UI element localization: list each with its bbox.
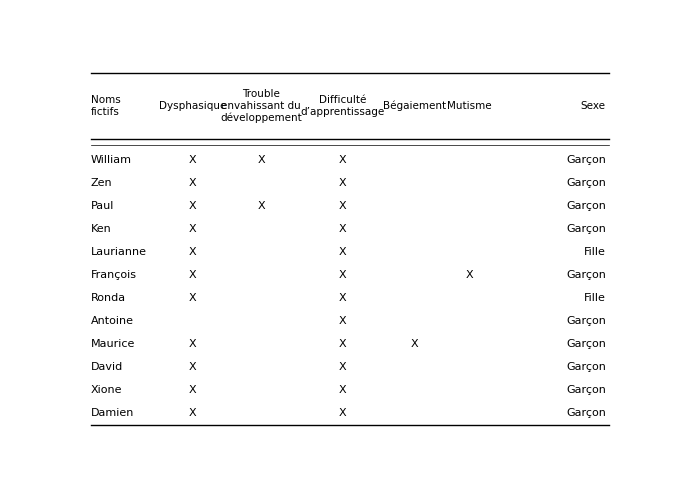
Text: X: X [257,201,265,211]
Text: X: X [339,270,346,281]
Text: Xione: Xione [91,386,122,395]
Text: X: X [339,224,346,234]
Text: Dysphasique: Dysphasique [159,101,226,111]
Text: Garçon: Garçon [566,201,606,211]
Text: Sexe: Sexe [581,101,606,111]
Text: X: X [188,386,196,395]
Text: Garçon: Garçon [566,339,606,349]
Text: X: X [257,155,265,165]
Text: X: X [339,408,346,418]
Text: X: X [188,224,196,234]
Text: X: X [188,294,196,303]
Text: François: François [91,270,136,281]
Text: X: X [339,247,346,257]
Text: Garçon: Garçon [566,386,606,395]
Text: Garçon: Garçon [566,270,606,281]
Text: Difficulté
d’apprentissage: Difficulté d’apprentissage [301,95,385,117]
Text: X: X [339,178,346,188]
Text: Trouble
envahissant du
développement: Trouble envahissant du développement [220,89,302,123]
Text: Garçon: Garçon [566,155,606,165]
Text: X: X [188,247,196,257]
Text: X: X [339,294,346,303]
Text: X: X [339,362,346,373]
Text: Garçon: Garçon [566,178,606,188]
Text: David: David [91,362,123,373]
Text: X: X [339,386,346,395]
Text: X: X [188,201,196,211]
Text: Maurice: Maurice [91,339,135,349]
Text: X: X [188,408,196,418]
Text: X: X [188,362,196,373]
Text: Mutisme: Mutisme [447,101,492,111]
Text: Damien: Damien [91,408,134,418]
Text: X: X [339,201,346,211]
Text: X: X [188,339,196,349]
Text: Garçon: Garçon [566,316,606,326]
Text: Bégaiement: Bégaiement [383,101,446,111]
Text: Noms
fictifs: Noms fictifs [91,95,120,117]
Text: Ronda: Ronda [91,294,125,303]
Text: X: X [188,270,196,281]
Text: Garçon: Garçon [566,408,606,418]
Text: X: X [188,178,196,188]
Text: Fille: Fille [584,247,606,257]
Text: X: X [339,316,346,326]
Text: X: X [188,155,196,165]
Text: X: X [339,339,346,349]
Text: Zen: Zen [91,178,112,188]
Text: Fille: Fille [584,294,606,303]
Text: Garçon: Garçon [566,362,606,373]
Text: Laurianne: Laurianne [91,247,147,257]
Text: Antoine: Antoine [91,316,134,326]
Text: William: William [91,155,132,165]
Text: Paul: Paul [91,201,114,211]
Text: X: X [466,270,473,281]
Text: X: X [411,339,418,349]
Text: X: X [339,155,346,165]
Text: Ken: Ken [91,224,111,234]
Text: Garçon: Garçon [566,224,606,234]
